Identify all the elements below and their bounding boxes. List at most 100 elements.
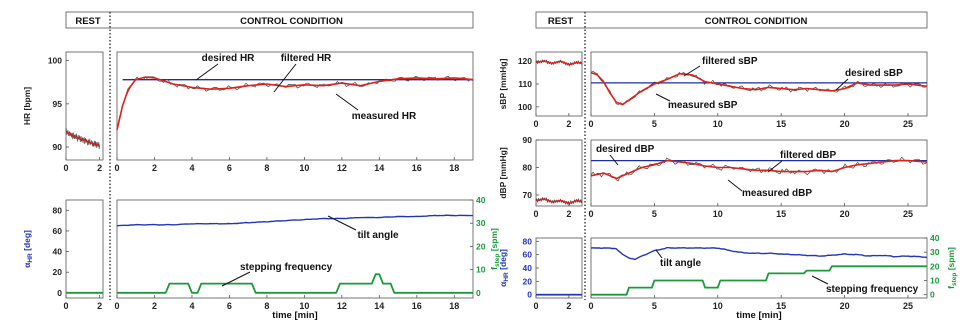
measured-sbp-label: measured sBP (668, 100, 738, 111)
right-tilt-y-left-tick-label: 0 (527, 290, 532, 300)
filtered-dbp-label: filtered dBP (780, 150, 836, 161)
hr-control-x-tick-label: 16 (412, 163, 422, 173)
measured-sbp-pointer (655, 93, 671, 102)
dbp-rest-axes (535, 139, 583, 207)
measured-hr-pointer (335, 93, 359, 111)
dbp-rest-x-tick-label: 0 (533, 209, 538, 219)
bottom-control-x-tick-label: 2 (152, 301, 157, 311)
tilt-angle-label: tilt angle (357, 230, 399, 241)
right-tilt-y-left-tick-label: 20 (523, 276, 533, 286)
right-step-y-right-tick-label: 10 (930, 276, 940, 286)
hr-control-x-tick-label: 12 (337, 163, 347, 173)
right-step-y-right-tick-label: 40 (930, 233, 940, 243)
filtered-hr-label: filtered HR (281, 53, 332, 64)
bottom-control-x-tick-label: 10 (299, 301, 309, 311)
tilt-y-left-tick-label: 0 (57, 288, 62, 298)
sbp-y-tick-label: 100 (518, 102, 532, 112)
measured-hr-line (116, 76, 474, 130)
hr-y-tick-label: 90 (53, 142, 63, 152)
step-y-right-tick-label: 10 (476, 265, 486, 275)
dbp-rest-x-tick-label: 2 (566, 209, 571, 219)
step-y-right-tick-label: 0 (476, 288, 481, 298)
right-tilt-y-left-tick-label: 60 (523, 250, 533, 260)
bottom-control-x-tick-label: 4 (189, 301, 194, 311)
right-tilt-angle-label: tilt angle (660, 258, 702, 269)
right-stepping-frequency-pointer (811, 275, 829, 285)
hr-rest-x-tick-label: 2 (97, 163, 102, 173)
sbp-ylabel: sBP [mmHg] (498, 58, 508, 109)
tilt-ylabel: αHR [deg] (22, 230, 34, 268)
bottom-control-x-tick-label: 18 (449, 301, 459, 311)
sbp-control-x-tick-label: 20 (840, 119, 850, 129)
hr-control-axes (116, 51, 474, 161)
right-tilt-control-axes (590, 237, 928, 299)
bottom-rest-x-tick-label: 2 (97, 301, 102, 311)
left-header-control-label: CONTROL CONDITION (240, 16, 343, 27)
right-xlabel: time [min] (736, 310, 781, 321)
right-step-y-right-tick-label: 0 (930, 290, 935, 300)
right-bottom-rest-x-tick-label: 2 (566, 301, 571, 311)
dbp-control-x-tick-label: 25 (903, 209, 913, 219)
tilt-y-left-tick-label: 20 (53, 267, 63, 277)
tilt-angle-line (116, 214, 473, 227)
hr-control-x-tick-label: 14 (374, 163, 384, 173)
filtered-sbp-line (590, 71, 928, 106)
sbp-rest-x-tick-label: 0 (533, 119, 538, 129)
desired-dbp-pointer (609, 154, 619, 166)
right-header-control-label: CONTROL CONDITION (705, 16, 808, 27)
tilt-angle-pointer (327, 215, 357, 231)
right-step-ylabel: fstep [spm] (946, 247, 958, 289)
hr-ylabel: HR [bpm] (22, 87, 32, 125)
hr-control-x-tick-label: 10 (299, 163, 309, 173)
tilt-y-left-tick-label: 80 (53, 205, 63, 215)
desired-dbp-label: desired dBP (596, 144, 655, 155)
sbp-control-x-tick-label: 25 (903, 119, 913, 129)
right-bottom-rest-x-tick-label: 0 (533, 301, 538, 311)
right-bottom-control-x-tick-label: 20 (840, 301, 850, 311)
right-header-rest-label: REST (548, 16, 574, 27)
left-xlabel: time [min] (272, 310, 317, 321)
filtered-dbp-pointer (767, 160, 783, 173)
desired-sbp-label: desired sBP (845, 68, 903, 79)
sbp-control-axes (590, 51, 928, 117)
desired-hr-label: desired HR (202, 53, 256, 64)
right-bottom-control-x-tick-label: 15 (776, 301, 786, 311)
dbp-y-tick-label: 70 (523, 190, 533, 200)
right-tilt-y-left-tick-label: 80 (523, 236, 533, 246)
filtered-hr-rest-line (65, 130, 100, 147)
stepping-frequency-pointer (221, 271, 251, 287)
hr-control-x-tick-label: 0 (114, 163, 119, 173)
step-y-right-tick-label: 30 (476, 218, 486, 228)
dbp-control-x-tick-label: 20 (840, 209, 850, 219)
right-stepping-frequency-label: stepping frequency (826, 284, 919, 295)
bottom-control-x-tick-label: 14 (374, 301, 384, 311)
right-step-y-right-tick-label: 30 (930, 247, 940, 257)
dbp-control-x-tick-label: 0 (588, 209, 593, 219)
hr-rest-x-tick-label: 0 (63, 163, 68, 173)
sbp-control-x-tick-label: 10 (713, 119, 723, 129)
step-y-right-tick-label: 40 (476, 195, 486, 205)
measured-dbp-pointer (727, 179, 743, 192)
measured-hr-rest-line (65, 127, 100, 149)
sbp-control-x-tick-label: 5 (652, 119, 657, 129)
sbp-rest-x-tick-label: 2 (566, 119, 571, 129)
bottom-control-x-tick-label: 0 (114, 301, 119, 311)
tilt-y-left-tick-label: 60 (53, 226, 63, 236)
bottom-control-x-tick-label: 12 (337, 301, 347, 311)
dbp-y-tick-label: 90 (523, 135, 533, 145)
right-bottom-control-x-tick-label: 10 (713, 301, 723, 311)
sbp-control-x-tick-label: 15 (776, 119, 786, 129)
hr-control-x-tick-label: 4 (189, 163, 194, 173)
filtered-dbp-line (590, 159, 928, 180)
stepping-frequency-label: stepping frequency (240, 262, 333, 273)
bottom-control-x-tick-label: 6 (227, 301, 232, 311)
tilt-control-axes (116, 199, 474, 299)
measured-dbp-label: measured dBP (742, 188, 812, 199)
left-header-frame (65, 11, 474, 29)
dbp-ylabel: dBP [mmHg] (498, 147, 508, 198)
dbp-control-x-tick-label: 15 (776, 209, 786, 219)
filtered-hr-line (116, 76, 474, 130)
measured-hr-label: measured HR (352, 111, 417, 122)
step-ylabel: fstep [spm] (489, 228, 501, 270)
